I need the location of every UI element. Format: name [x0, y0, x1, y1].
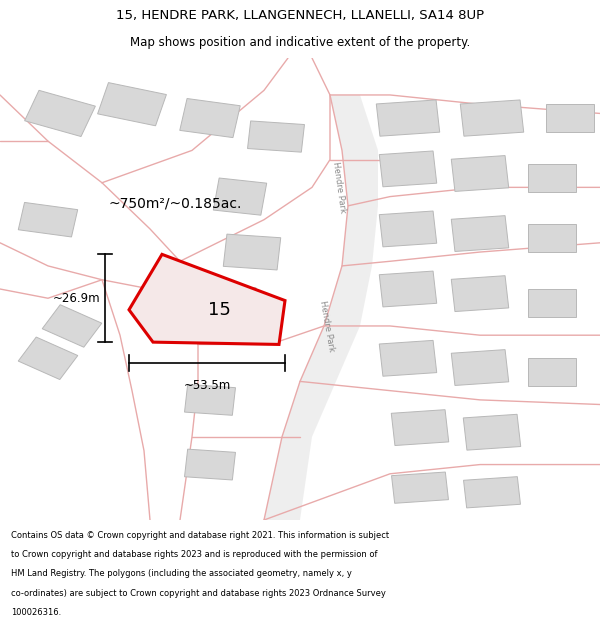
Polygon shape	[18, 337, 78, 379]
Polygon shape	[392, 472, 448, 503]
Text: Hendre Park: Hendre Park	[331, 161, 347, 214]
Polygon shape	[223, 234, 281, 270]
Polygon shape	[451, 216, 509, 251]
Polygon shape	[451, 156, 509, 191]
Polygon shape	[379, 211, 437, 247]
Polygon shape	[25, 91, 95, 136]
Polygon shape	[248, 121, 304, 152]
Polygon shape	[98, 82, 166, 126]
Polygon shape	[264, 95, 378, 520]
Polygon shape	[379, 271, 437, 307]
Polygon shape	[528, 289, 576, 317]
Polygon shape	[391, 409, 449, 446]
Polygon shape	[185, 384, 235, 415]
Polygon shape	[180, 99, 240, 138]
Text: Contains OS data © Crown copyright and database right 2021. This information is : Contains OS data © Crown copyright and d…	[11, 531, 389, 539]
Polygon shape	[129, 254, 285, 344]
Text: Hendre Park: Hendre Park	[318, 299, 336, 352]
Text: 15, HENDRE PARK, LLANGENNECH, LLANELLI, SA14 8UP: 15, HENDRE PARK, LLANGENNECH, LLANELLI, …	[116, 9, 484, 22]
Polygon shape	[460, 100, 524, 136]
Polygon shape	[379, 151, 437, 187]
Text: ~26.9m: ~26.9m	[52, 292, 100, 305]
Polygon shape	[528, 164, 576, 192]
Polygon shape	[200, 286, 256, 320]
Text: 100026316.: 100026316.	[11, 608, 61, 618]
Polygon shape	[528, 358, 576, 386]
Text: 15: 15	[208, 301, 231, 319]
Polygon shape	[379, 341, 437, 376]
Polygon shape	[463, 414, 521, 450]
Polygon shape	[18, 202, 78, 237]
Polygon shape	[42, 305, 102, 348]
Polygon shape	[185, 449, 235, 480]
Text: Map shows position and indicative extent of the property.: Map shows position and indicative extent…	[130, 36, 470, 49]
Text: HM Land Registry. The polygons (including the associated geometry, namely x, y: HM Land Registry. The polygons (includin…	[11, 569, 352, 578]
Text: ~53.5m: ~53.5m	[184, 379, 230, 392]
Polygon shape	[376, 100, 440, 136]
Text: co-ordinates) are subject to Crown copyright and database rights 2023 Ordnance S: co-ordinates) are subject to Crown copyr…	[11, 589, 386, 598]
Text: to Crown copyright and database rights 2023 and is reproduced with the permissio: to Crown copyright and database rights 2…	[11, 550, 377, 559]
Polygon shape	[451, 276, 509, 311]
Text: ~750m²/~0.185ac.: ~750m²/~0.185ac.	[108, 196, 241, 211]
Polygon shape	[214, 178, 266, 215]
Polygon shape	[464, 477, 520, 508]
Polygon shape	[528, 224, 576, 252]
Polygon shape	[546, 104, 594, 132]
Polygon shape	[451, 349, 509, 386]
